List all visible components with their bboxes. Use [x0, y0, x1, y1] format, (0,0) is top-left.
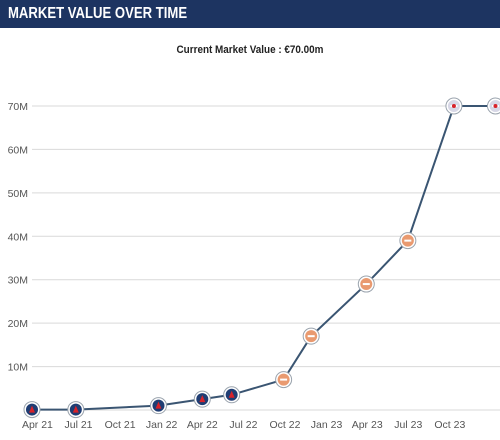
x-tick-label: Oct 21 [105, 419, 136, 431]
crest-detail [199, 395, 206, 403]
data-point[interactable] [193, 390, 211, 408]
data-point[interactable] [275, 371, 293, 389]
chart-subtitle: Current Market Value : €70.00m [176, 44, 324, 56]
data-point[interactable] [357, 275, 375, 293]
crest-detail [228, 390, 235, 398]
data-point[interactable] [302, 327, 320, 345]
data-point[interactable] [486, 97, 500, 115]
x-tick-label: Oct 23 [434, 419, 465, 431]
crest-detail [280, 378, 288, 381]
x-tick-label: Apr 21 [22, 419, 53, 431]
crest-detail [493, 104, 498, 108]
data-point[interactable] [445, 97, 463, 115]
y-tick-label: 60M [8, 144, 28, 156]
data-point[interactable] [23, 401, 41, 419]
y-tick-label: 50M [8, 188, 28, 200]
crest-detail [155, 401, 162, 409]
crest-detail [29, 405, 35, 413]
crest-detail [451, 104, 456, 108]
x-tick-label: Apr 22 [187, 419, 218, 431]
crest-detail [404, 239, 412, 242]
x-tick-label: Jul 22 [229, 419, 257, 431]
gridlines [32, 105, 500, 411]
y-tick-label: 30M [8, 275, 28, 287]
y-tick-label: 20M [8, 318, 28, 330]
x-tick-label: Jul 23 [394, 419, 422, 431]
data-point[interactable] [149, 397, 167, 415]
y-axis: 10M 20M 30M 40M 50M 60M 70M [8, 101, 28, 374]
x-tick-label: Jul 21 [65, 419, 93, 431]
crest-detail [307, 335, 315, 338]
data-point[interactable] [223, 386, 241, 404]
x-axis: Apr 21 Jul 21 Oct 21 Jan 22 Apr 22 Jul 22 Oct … [22, 419, 466, 431]
data-points [23, 97, 500, 419]
crest-detail [362, 283, 370, 286]
y-tick-label: 70M [8, 101, 28, 113]
x-tick-label: Oct 22 [270, 419, 301, 431]
x-tick-label: Jan 23 [311, 419, 343, 431]
y-tick-label: 40M [8, 231, 28, 243]
data-point[interactable] [67, 401, 85, 419]
data-point[interactable] [399, 232, 417, 250]
x-tick-label: Jan 22 [146, 419, 178, 431]
section-header: MARKET VALUE OVER TIME [0, 0, 500, 28]
x-tick-label: Apr 23 [352, 419, 383, 431]
value-series [32, 105, 496, 411]
section-title: MARKET VALUE OVER TIME [8, 5, 188, 22]
value-line [32, 105, 496, 411]
crest-detail [72, 405, 79, 413]
y-tick-label: 10M [8, 362, 28, 374]
